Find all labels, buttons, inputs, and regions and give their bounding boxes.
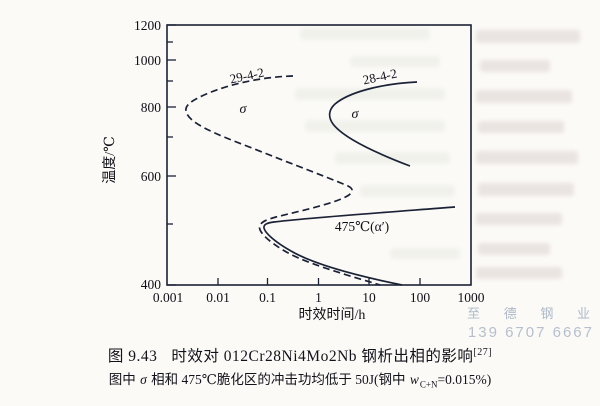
watermark-phone: 139 6707 6667	[467, 324, 594, 341]
ttt-precipitation-chart: 1200 1000 800 600 400 0.001 0.01 0.1 1 1…	[102, 18, 485, 323]
watermark: 至 德 钢 业 139 6707 6667	[434, 303, 594, 341]
y-axis-ticks	[167, 24, 176, 286]
label-29-4-2: 29-4-2	[228, 65, 265, 87]
figure-caption-line1: 图 9.43 时效对 012Cr28Ni4Mo2Nb 钢析出相的影响[27]	[0, 344, 600, 366]
y-tick-1200: 1200	[134, 18, 161, 33]
x-tick-0001: 0.001	[153, 290, 183, 305]
figure-caption-line2: 图中 σ 相和 475℃脆化区的冲击功均低于 50J(钢中 wC+N=0.015…	[0, 368, 600, 390]
y-tick-1000: 1000	[134, 53, 161, 68]
caption2-text: =0.015%)	[437, 372, 492, 387]
x-tick-1000: 1000	[458, 290, 485, 305]
mass-fraction-symbol: w	[409, 372, 419, 387]
label-475c: 475℃(α′)	[335, 219, 389, 234]
y-tick-400: 400	[141, 277, 162, 292]
curve-475c-embrittlement	[263, 206, 456, 286]
figure-number: 图 9.43	[107, 348, 158, 365]
y-tick-800: 800	[141, 100, 162, 115]
y-axis-title: 温度/℃	[102, 136, 118, 184]
figure-title: 时效对 012Cr28Ni4Mo2Nb 钢析出相的影响	[171, 348, 474, 365]
x-axis-title: 时效时间/h	[299, 307, 366, 323]
x-tick-01: 0.1	[259, 290, 276, 305]
figure-reference: [27]	[473, 346, 493, 358]
x-axis-ticks	[217, 278, 421, 285]
watermark-company: 至 德 钢 业	[467, 306, 600, 321]
caption2-text: 图中	[108, 372, 140, 387]
caption2-text: 相和 475℃脆化区的冲击功均低于 50J(钢中	[147, 372, 409, 387]
label-sigma-dashed: σ	[240, 102, 248, 117]
x-tick-10: 10	[362, 290, 376, 305]
y-tick-600: 600	[141, 169, 162, 184]
x-tick-001: 0.01	[206, 290, 230, 305]
mass-fraction-subscript: C+N	[419, 379, 438, 390]
x-tick-1: 1	[315, 290, 322, 305]
curve-28-4-2-solid	[328, 81, 418, 167]
curve-29-4-2-dashed	[185, 75, 381, 286]
plot-border	[166, 24, 472, 286]
x-tick-100: 100	[410, 290, 431, 305]
label-28-4-2: 28-4-2	[361, 66, 398, 88]
sigma-symbol: σ	[140, 372, 147, 387]
label-sigma-solid: σ	[352, 107, 360, 122]
